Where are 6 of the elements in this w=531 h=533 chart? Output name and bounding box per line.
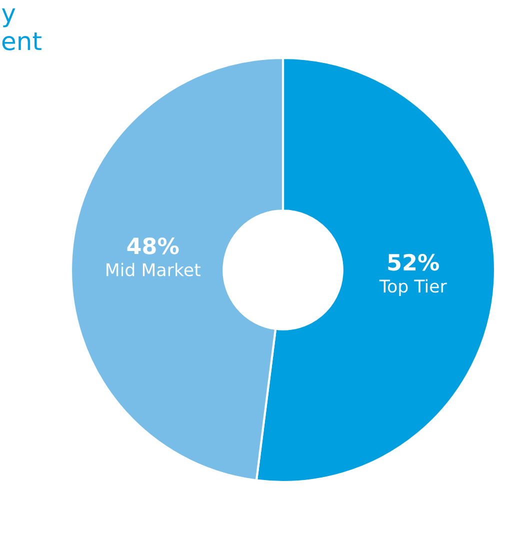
slice-label: Top Tier [379, 279, 447, 296]
data-label: 48% [127, 238, 179, 254]
text: ent [2, 32, 42, 50]
slice-label: Mid Market [106, 262, 200, 276]
text: y [2, 8, 16, 28]
data-label: 52% [388, 254, 440, 271]
